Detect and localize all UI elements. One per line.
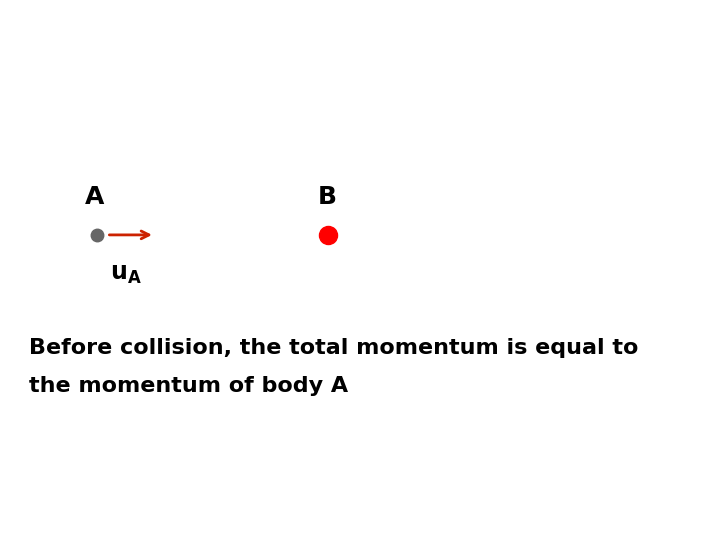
Text: the momentum of body A: the momentum of body A: [29, 376, 348, 396]
Text: $\mathbf{u}_\mathbf{A}$: $\mathbf{u}_\mathbf{A}$: [110, 262, 142, 286]
Text: Before collision, the total momentum is equal to: Before collision, the total momentum is …: [29, 338, 638, 359]
Text: B: B: [318, 185, 337, 209]
Text: A: A: [85, 185, 104, 209]
